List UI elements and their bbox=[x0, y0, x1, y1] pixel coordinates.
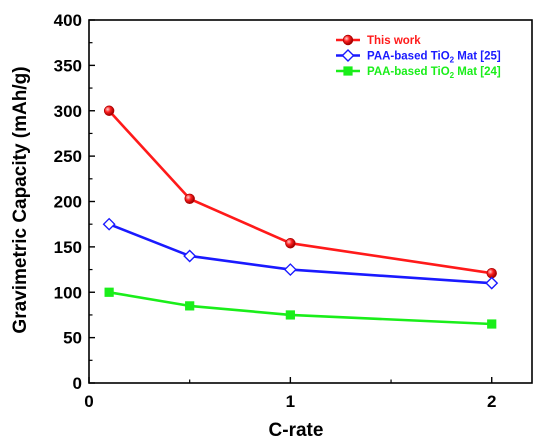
series-2 bbox=[102, 217, 499, 290]
data-point bbox=[185, 301, 195, 311]
series-3 bbox=[104, 287, 497, 329]
y-tick-label: 350 bbox=[54, 56, 82, 75]
y-tick-label: 300 bbox=[54, 102, 82, 121]
legend-label-main: PAA-based TiO bbox=[367, 51, 450, 63]
legend-label-main: This work bbox=[367, 35, 421, 47]
data-point bbox=[487, 319, 497, 329]
legend-label-tail: Mat [25] bbox=[454, 51, 501, 63]
y-tick-label: 50 bbox=[63, 329, 82, 348]
y-tick-label: 100 bbox=[54, 283, 82, 302]
legend-label: PAA-based TiO2 Mat [25] bbox=[367, 51, 501, 65]
data-point bbox=[285, 238, 296, 249]
data-point bbox=[183, 249, 197, 263]
legend-label: PAA-based TiO2 Mat [24] bbox=[367, 66, 501, 80]
series-line bbox=[108, 109, 492, 275]
data-point bbox=[184, 193, 195, 204]
data-point bbox=[103, 105, 115, 116]
legend-swatch-marker bbox=[343, 66, 353, 76]
legend-item: This work bbox=[336, 34, 421, 47]
series-line bbox=[108, 222, 492, 285]
y-tick-label: 150 bbox=[54, 238, 82, 257]
data-point bbox=[283, 263, 297, 277]
y-tick-label: 0 bbox=[73, 374, 82, 393]
x-tick-label: 2 bbox=[487, 392, 496, 411]
legend-label-main: PAA-based TiO bbox=[367, 66, 450, 78]
series-1 bbox=[103, 105, 497, 279]
legend-label: This work bbox=[367, 35, 421, 47]
data-point bbox=[485, 276, 499, 290]
y-tick-label: 400 bbox=[54, 11, 82, 30]
data-point bbox=[285, 310, 295, 320]
legend-label-subscript: 2 bbox=[450, 56, 455, 65]
y-tick-label: 200 bbox=[54, 193, 82, 212]
legend-item: PAA-based TiO2 Mat [25] bbox=[336, 49, 501, 65]
data-point bbox=[102, 217, 116, 231]
x-tick-label: 1 bbox=[286, 392, 295, 411]
legend-item: PAA-based TiO2 Mat [24] bbox=[336, 66, 501, 80]
legend-label-tail: Mat [24] bbox=[454, 66, 501, 78]
y-tick-label: 250 bbox=[54, 147, 82, 166]
legend-label-subscript: 2 bbox=[450, 71, 455, 80]
data-point bbox=[104, 287, 114, 297]
legend-swatch-marker bbox=[342, 34, 354, 46]
legend-swatch-marker bbox=[341, 49, 355, 62]
series-line bbox=[108, 291, 492, 326]
y-axis-title: Gravimetric Capacity (mAh/g) bbox=[10, 66, 31, 333]
x-axis-title: C-rate bbox=[269, 420, 324, 441]
x-tick-label: 0 bbox=[84, 392, 93, 411]
data-point bbox=[486, 267, 497, 279]
